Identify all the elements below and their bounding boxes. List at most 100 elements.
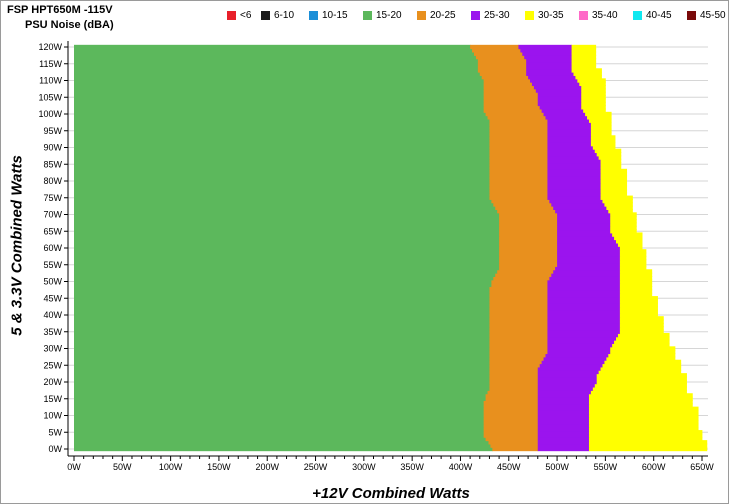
zone-cell <box>74 165 490 170</box>
zone-cell <box>74 279 492 284</box>
zone-cell <box>74 121 490 127</box>
zone-cell <box>74 135 490 140</box>
zone-cell <box>74 356 490 361</box>
zone-cell <box>619 249 647 254</box>
zone-cell <box>547 289 621 294</box>
zone-cell <box>74 259 500 264</box>
zone-cell <box>74 275 494 281</box>
zone-cell <box>491 279 548 284</box>
zone-cell <box>74 158 490 164</box>
zone-cell <box>74 145 490 150</box>
x-tick-labels: 0W 50W 100W 150W 200W 250W 300W 350W 400W 450W 500… <box>67 456 714 472</box>
zone-cell <box>531 81 580 87</box>
zone-cell <box>600 165 622 170</box>
zone-cell <box>489 309 548 314</box>
zone-cell <box>491 198 550 204</box>
zone-cell <box>547 125 592 130</box>
x-tick-label: 650W <box>690 462 714 472</box>
zone-cell <box>581 95 606 100</box>
y-tick-label: 80W <box>43 176 62 186</box>
zone-cell <box>537 413 590 418</box>
zone-cell <box>74 255 500 261</box>
zone-cell <box>612 232 643 237</box>
zone-cell <box>483 409 539 415</box>
zone-cell <box>600 168 628 174</box>
zone-cell <box>74 219 500 224</box>
zone-cell <box>592 386 687 391</box>
zone-cell <box>537 366 601 371</box>
zone-cell <box>619 326 664 331</box>
zone-cell <box>588 433 703 438</box>
zone-cell <box>74 416 485 422</box>
zone-cell <box>74 252 500 257</box>
zone-cell <box>74 175 490 180</box>
zone-cell <box>489 188 548 194</box>
zone-cell <box>600 185 628 190</box>
zone-cell <box>74 202 494 207</box>
zone-cell <box>74 265 500 271</box>
zone-cell <box>74 245 500 251</box>
y-tick-label: 10W <box>43 411 62 421</box>
y-tick-label: 95W <box>43 126 62 136</box>
zone-cell <box>600 192 628 197</box>
zone-cell <box>619 282 653 288</box>
zone-cell <box>74 168 490 174</box>
zone-cell <box>553 269 621 274</box>
x-tick-label: 250W <box>304 462 328 472</box>
zone-cell <box>489 168 548 174</box>
zone-cell <box>74 389 488 395</box>
zone-cell <box>74 396 486 401</box>
zone-cell <box>547 286 621 291</box>
y-axis-label: 5 & 3.3V Combined Watts <box>8 155 26 336</box>
zone-cell <box>74 433 485 438</box>
zone-cell <box>74 393 486 398</box>
zone-cell <box>485 393 539 398</box>
zone-cell <box>491 282 548 288</box>
zone-cell <box>489 118 548 123</box>
zone-cell <box>619 322 664 328</box>
x-tick-label: 600W <box>642 462 666 472</box>
zone-cell <box>537 433 590 438</box>
zone-cell <box>74 229 500 234</box>
zone-cell <box>483 91 539 97</box>
zone-cell <box>571 58 597 63</box>
zone-cell <box>489 319 548 324</box>
zone-cell <box>74 162 490 167</box>
zone-cell <box>74 319 490 324</box>
zone-cell <box>555 265 621 271</box>
legend-label: <6 <box>240 10 252 21</box>
zone-cell <box>619 265 647 271</box>
chart-subtitle: PSU Noise (dBA) <box>25 19 114 31</box>
y-tick-label: 15W <box>43 394 62 404</box>
zone-cell <box>594 383 687 388</box>
zone-cell <box>74 242 500 247</box>
x-tick-label: 500W <box>545 462 569 472</box>
zone-cell <box>547 138 592 143</box>
zone-cell <box>74 182 490 187</box>
zone-cell <box>499 245 558 251</box>
zone-cell <box>530 78 578 83</box>
zone-cell <box>489 165 548 170</box>
legend: <6 6-10 10-15 15-20 20-25 25-30 30-35 35-40 40-4… <box>227 10 727 24</box>
zone-cell <box>74 85 485 90</box>
zone-cell <box>557 242 619 247</box>
zone-cell <box>547 185 601 190</box>
x-tick-label: 100W <box>159 462 183 472</box>
zone-cell <box>588 409 699 415</box>
zone-cell <box>537 416 590 422</box>
zone-cell <box>602 363 682 368</box>
zone-cell <box>619 252 647 257</box>
zone-cell <box>596 373 687 378</box>
zone-cell <box>483 85 535 90</box>
zone-cell <box>537 426 590 432</box>
zone-cell <box>74 386 490 391</box>
zone-cell <box>526 68 572 73</box>
zone-cell <box>499 232 558 237</box>
zone-cell <box>553 205 607 210</box>
zone-cell <box>74 349 490 355</box>
zone-cell <box>547 152 598 157</box>
zone-cell <box>74 332 490 338</box>
zone-cell <box>74 322 490 328</box>
zone-cell <box>547 155 600 160</box>
